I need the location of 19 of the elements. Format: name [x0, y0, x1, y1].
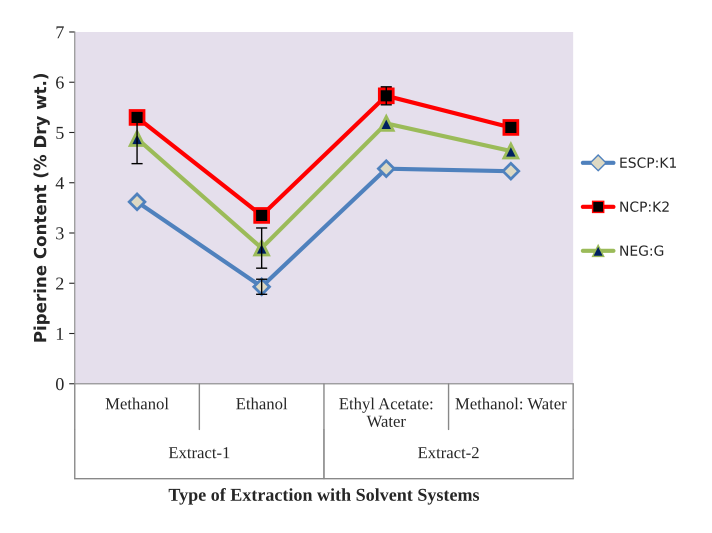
- y-tick-label: 7: [56, 26, 64, 38]
- text: Extract-1: [168, 447, 230, 458]
- legend-label: NEG:G: [620, 245, 664, 256]
- y-tick-label: 0: [56, 378, 64, 390]
- y-tick-label: 2: [56, 278, 64, 290]
- x-tick-label: Methanol: [106, 398, 169, 410]
- legend-label: ESCP:K1: [620, 157, 676, 168]
- y-tick-label: 3: [56, 227, 64, 240]
- y-axis-title: Piperine Content (% Dry wt.): [34, 74, 50, 342]
- x-axis-title: Type of Extraction with Solvent Systems: [168, 488, 480, 505]
- y-tick-label: 4: [56, 177, 64, 190]
- y-tick-label: 5: [56, 126, 64, 139]
- y-tick-label: 1: [56, 328, 64, 340]
- x-tick-label: Ethyl Acetate: Water: [339, 398, 432, 427]
- legend-label: NCP:K2: [620, 201, 669, 212]
- x-tick-label: Methanol: Water: [455, 398, 567, 410]
- x-tick-label: Ethanol: [236, 398, 288, 410]
- text: Extract-2: [418, 447, 479, 458]
- y-tick-label: 6: [56, 76, 64, 89]
